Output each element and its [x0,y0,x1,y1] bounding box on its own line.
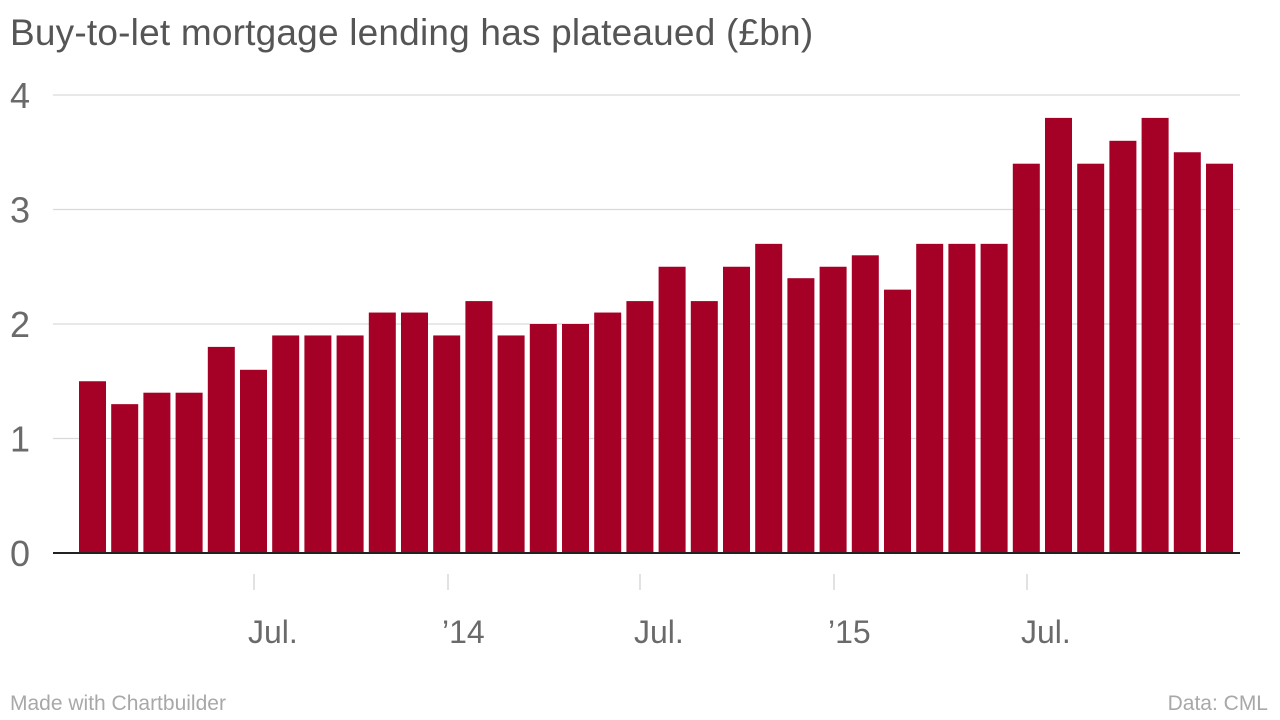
bar [755,243,783,553]
bars [79,117,1233,554]
bar [1045,117,1072,554]
bar [690,301,718,553]
y-tick-label: 2 [10,304,30,345]
bar [79,381,106,553]
data-source: Data: CML [1167,692,1268,715]
x-tick-label: Jul. [248,614,298,650]
axes: 0 1 2 3 4 Jul. ’14 Jul. ’15 Jul. [10,75,1240,650]
bar [1206,163,1233,553]
bar [401,312,428,553]
chart-title: Buy-to-let mortgage lending has plateaue… [10,12,814,53]
bar [884,289,911,553]
x-tick-label: ’15 [828,614,871,650]
bar [433,335,461,553]
bar [562,324,589,553]
bar [1077,163,1105,553]
bar [723,266,750,553]
bar [851,255,879,554]
bar [497,335,525,553]
bar [175,392,203,553]
bar [1141,117,1169,554]
bar [207,346,235,553]
y-tick-label: 0 [10,533,30,574]
bar [529,324,557,553]
bar [336,335,364,553]
bar [143,392,171,553]
bar [111,404,139,553]
bar [787,278,815,553]
made-with-credit: Made with Chartbuilder [10,692,226,715]
bar [304,335,332,553]
bar [594,312,622,553]
x-tick-label: Jul. [634,614,684,650]
y-tick-label: 4 [10,75,30,116]
y-tick-label: 3 [10,190,30,231]
bar [819,266,847,553]
bar [240,369,267,553]
bar [626,301,654,553]
bar [658,266,686,553]
bar [272,335,300,553]
bar [465,301,493,553]
bar [948,243,976,553]
bar [368,312,396,553]
x-tick-label: Jul. [1021,614,1071,650]
bar [1173,152,1201,553]
bar [980,243,1008,553]
bar [916,243,944,553]
y-tick-label: 1 [10,419,30,460]
bar [1109,140,1137,554]
x-tick-label: ’14 [442,614,485,650]
bar [1012,163,1040,553]
